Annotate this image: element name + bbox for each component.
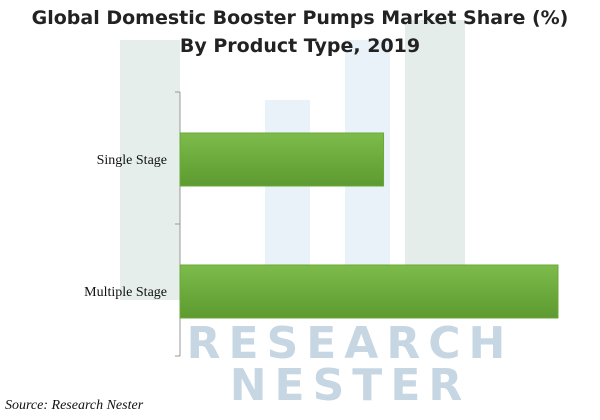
bar <box>179 264 559 319</box>
chart-title: Global Domestic Booster Pumps Market Sha… <box>32 7 569 29</box>
y-tick-label: Multiple Stage <box>84 285 167 300</box>
chart-subtitle: By Product Type, 2019 <box>180 35 420 57</box>
y-tick-label: Single Stage <box>97 153 167 168</box>
watermark: RESEARCH <box>187 318 514 369</box>
bar <box>179 132 385 187</box>
source: Source: Research Nester <box>5 398 144 413</box>
watermark: NESTER <box>230 360 471 411</box>
